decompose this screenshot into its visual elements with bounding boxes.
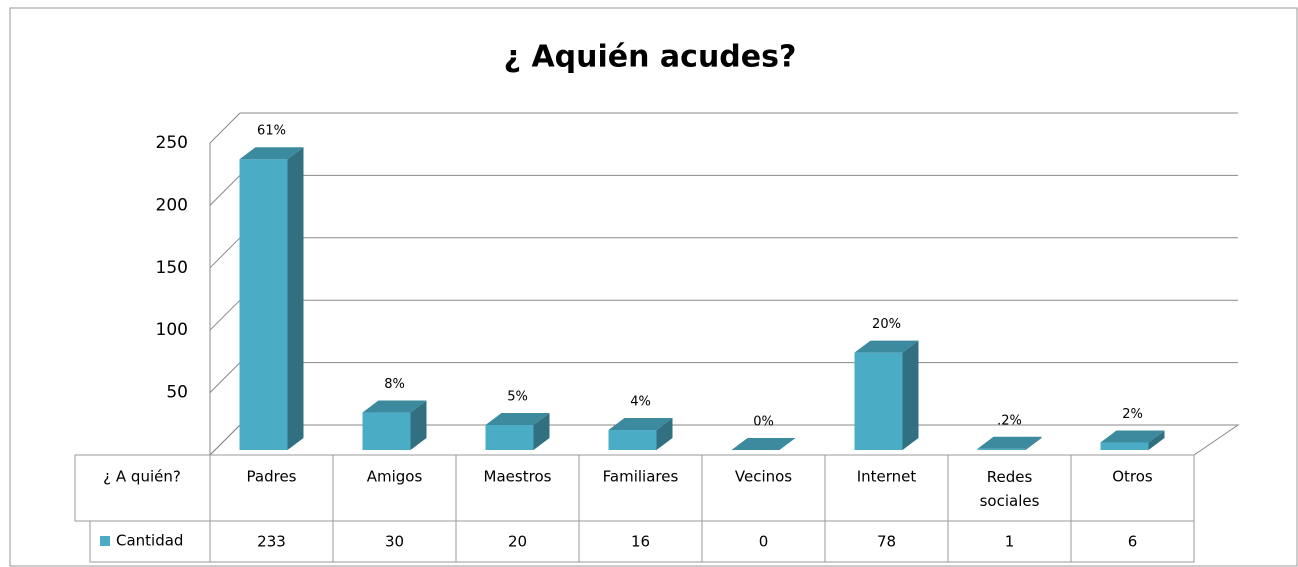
bar-top <box>608 418 673 431</box>
table-value: 16 <box>631 533 650 551</box>
y-tick-label: 200 <box>156 195 188 215</box>
bar <box>362 412 411 450</box>
bar-side <box>902 340 919 450</box>
bar-side <box>1025 436 1042 450</box>
data-label: 0% <box>753 415 774 430</box>
y-tick-label: 250 <box>156 133 188 153</box>
table-value: 20 <box>508 533 527 551</box>
y-tick-label: 150 <box>156 258 188 278</box>
grid-line <box>209 362 241 393</box>
table-header: ¿ A quién? <box>103 468 181 486</box>
legend-swatch <box>100 536 110 546</box>
table-value: 0 <box>759 533 769 551</box>
bar <box>485 425 534 450</box>
x-tick-label: Internet <box>857 468 917 486</box>
y-tick-label: 50 <box>166 383 188 403</box>
bar-side <box>287 147 304 450</box>
x-tick-label: Amigos <box>367 468 423 486</box>
bar-top <box>485 413 550 426</box>
data-label: 5% <box>507 390 528 405</box>
data-label: 2% <box>1122 407 1143 422</box>
chart-area <box>9 7 1298 567</box>
table-value: 1 <box>1005 533 1015 551</box>
x-tick-label: Familiares <box>603 468 679 486</box>
bar-side <box>1148 430 1165 450</box>
x-tick-label: Vecinos <box>735 468 792 486</box>
bar-top <box>1100 430 1165 443</box>
chart-title: ¿ Aquién acudes? <box>504 40 797 75</box>
bar <box>977 448 1026 450</box>
table-cell <box>1070 520 1195 563</box>
grid-line <box>209 424 241 456</box>
x-tick-label: Maestros <box>484 468 552 486</box>
table-value: 233 <box>257 533 286 551</box>
bar-top <box>977 436 1042 449</box>
bar <box>239 159 288 450</box>
bar-top <box>854 340 919 353</box>
legend-label: Cantidad <box>116 532 183 550</box>
grid-line <box>209 112 241 144</box>
bar-top <box>731 438 796 450</box>
bar-side <box>410 400 427 450</box>
grid-line <box>209 237 241 269</box>
y-tick-label: 100 <box>156 320 188 340</box>
bar <box>854 352 903 450</box>
bar <box>1100 442 1149 450</box>
table-value: 6 <box>1128 533 1138 551</box>
data-label: 8% <box>384 377 405 392</box>
bar-top <box>239 147 304 160</box>
x-tick-label: Padres <box>247 468 297 486</box>
data-label: 20% <box>872 317 901 332</box>
x-tick-label: Otros <box>1112 468 1153 486</box>
x-tick-label: Redes sociales <box>980 468 1040 510</box>
table-value: 78 <box>877 533 896 551</box>
table-header-cell <box>74 454 211 522</box>
grid-line <box>209 299 241 331</box>
table-value: 30 <box>385 533 404 551</box>
bar-side <box>533 413 550 450</box>
data-label: 61% <box>257 124 286 139</box>
grid-line <box>209 175 241 206</box>
bar-top <box>362 400 427 413</box>
data-label: .2% <box>997 413 1022 428</box>
bar-side <box>656 418 673 450</box>
bar <box>608 430 657 450</box>
data-label: 4% <box>630 395 651 410</box>
